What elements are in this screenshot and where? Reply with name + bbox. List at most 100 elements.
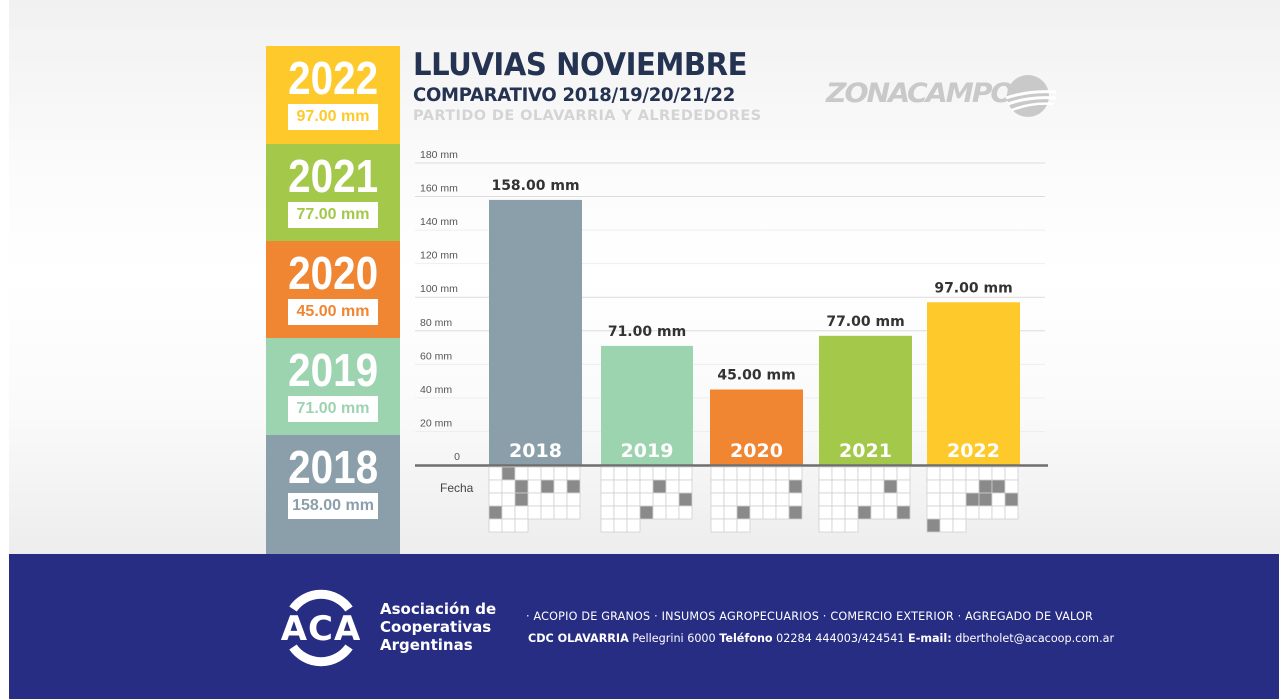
calendar-cell <box>723 518 738 533</box>
y-tick-label: 20 mm <box>420 417 452 429</box>
calendar-cell <box>978 466 993 481</box>
year-box-value: 77.00 mm <box>288 202 378 228</box>
calendar-cell <box>665 492 680 507</box>
calendar-cell <box>831 505 846 520</box>
calendar-cell <box>678 479 693 494</box>
calendar-cell <box>1004 505 1019 520</box>
calendar-cell <box>818 479 833 494</box>
y-tick-label: 0 <box>454 451 460 463</box>
calendar-cell <box>501 479 516 494</box>
calendar-cell <box>991 505 1006 520</box>
calendar-cell <box>857 505 872 520</box>
bar-value-label: 45.00 mm <box>717 368 795 384</box>
calendar-cell <box>652 466 667 481</box>
calendar-cell <box>1004 492 1019 507</box>
calendar-cell <box>626 492 641 507</box>
calendar-cell <box>665 466 680 481</box>
aca-ring-icon <box>289 589 353 667</box>
calendar-cell <box>788 492 803 507</box>
calendar-cell <box>665 505 680 520</box>
calendar-cell <box>939 466 954 481</box>
calendar-cell <box>1004 466 1019 481</box>
calendar-cell <box>870 479 885 494</box>
calendar-cell <box>613 505 628 520</box>
contact-email: dbertholet@acacoop.com.ar <box>951 632 1115 645</box>
calendar-cell <box>540 492 555 507</box>
bar-chart: 0 20 mm 40 mm 60 mm 80 mm 100 mm 120 mm 140 mm 1… <box>415 149 1048 533</box>
calendar-cell <box>723 492 738 507</box>
calendar-cell <box>952 518 967 533</box>
calendar-cell <box>600 466 615 481</box>
calendar-cell <box>553 466 568 481</box>
calendar-cell <box>844 518 859 533</box>
y-tick-label: 160 mm <box>420 183 458 195</box>
calendar-cell <box>896 492 911 507</box>
calendar-cell <box>613 518 628 533</box>
calendar-cell <box>540 466 555 481</box>
calendar-cell <box>831 479 846 494</box>
calendar-cell <box>514 505 529 520</box>
bar-category-label: 2019 <box>621 440 674 462</box>
calendar-cell <box>818 505 833 520</box>
year-box-2021: 2021 77.00 mm <box>266 144 400 241</box>
year-box-value: 158.00 mm <box>288 493 378 519</box>
calendar-cell <box>939 518 954 533</box>
calendar-cell <box>639 492 654 507</box>
calendar-cell <box>896 466 911 481</box>
calendar-cell <box>501 492 516 507</box>
contact-address: Pellegrini 6000 <box>628 632 720 645</box>
contact-phone-label: Teléfono <box>719 632 773 645</box>
calendar-cell <box>978 505 993 520</box>
calendar-cell <box>749 505 764 520</box>
organization-name-line: Asociación de <box>380 600 497 618</box>
calendar-cell <box>775 505 790 520</box>
calendar-cell <box>600 492 615 507</box>
bar-value-label: 77.00 mm <box>826 314 904 330</box>
year-box-year: 2019 <box>287 344 379 396</box>
year-box-value: 45.00 mm <box>288 299 378 325</box>
calendar-cell <box>514 518 529 533</box>
calendar-cell <box>831 492 846 507</box>
calendar-cell <box>749 479 764 494</box>
year-box-2022: 2022 97.00 mm <box>266 46 400 144</box>
calendar-cell <box>678 492 693 507</box>
bar-2022 <box>927 302 1020 465</box>
calendar-cell <box>978 479 993 494</box>
calendar-cell <box>600 505 615 520</box>
organization-name-line: Cooperativas <box>380 618 492 636</box>
calendar-cell <box>762 466 777 481</box>
calendar-cell <box>939 479 954 494</box>
calendar-cell <box>639 505 654 520</box>
calendar-cell <box>613 466 628 481</box>
calendar-cell <box>613 492 628 507</box>
services-list: · ACOPIO DE GRANOS · INSUMOS AGROPECUARI… <box>526 610 1094 623</box>
y-tick-label: 180 mm <box>420 149 458 161</box>
calendar-cell <box>527 492 542 507</box>
calendar-cell <box>501 466 516 481</box>
y-tick-label: 120 mm <box>420 250 458 262</box>
calendar-cell <box>710 492 725 507</box>
calendar-cell <box>857 479 872 494</box>
calendar-cell <box>736 492 751 507</box>
y-tick-label: 40 mm <box>420 384 452 396</box>
calendar-cell <box>501 518 516 533</box>
calendar-cell <box>965 492 980 507</box>
calendar-cell <box>749 492 764 507</box>
calendar-cell <box>488 518 503 533</box>
calendar-cell <box>626 505 641 520</box>
year-box-year: 2021 <box>287 150 379 202</box>
calendar-cell <box>600 518 615 533</box>
calendar-cell <box>991 466 1006 481</box>
calendar-cell <box>710 466 725 481</box>
chart-title: LLUVIAS NOVIEMBRE <box>413 47 748 83</box>
y-tick-label: 100 mm <box>420 283 458 295</box>
calendar-cell <box>710 479 725 494</box>
calendar-cell <box>678 466 693 481</box>
calendar-cell <box>488 492 503 507</box>
calendar-cell <box>736 505 751 520</box>
bar-2018 <box>489 199 582 465</box>
calendar-cell <box>952 479 967 494</box>
calendar-cell <box>736 466 751 481</box>
zonacampo-sun-icon <box>1005 75 1056 117</box>
year-box-value: 71.00 mm <box>288 396 378 422</box>
